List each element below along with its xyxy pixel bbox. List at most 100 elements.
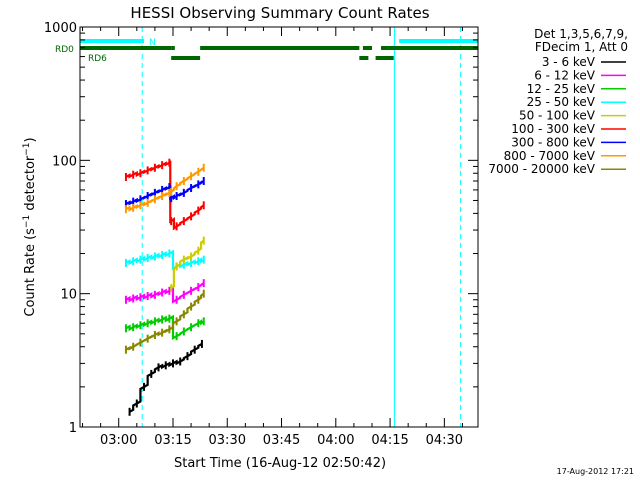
series-1-point-11	[202, 279, 205, 288]
series-1-point-9	[190, 286, 193, 295]
series-7-point-5	[161, 192, 164, 201]
series-5-point-7	[170, 217, 173, 226]
series-7-point-0	[124, 205, 127, 214]
series-line-3	[125, 249, 205, 271]
x-tick-label-6: 04:30	[426, 433, 463, 448]
series-0-point-2	[143, 382, 146, 391]
series-5-point-0	[124, 172, 127, 181]
legend-entry-label-5: 100 - 300 keV	[511, 122, 595, 136]
series-4-point-3	[190, 252, 193, 261]
series-3-point-8	[182, 260, 185, 269]
series-6-point-7	[170, 194, 173, 203]
series-6-point-8	[175, 192, 178, 201]
series-4-point-0	[170, 284, 173, 293]
x-tick-label-1: 03:15	[154, 433, 191, 448]
series-3-point-3	[146, 254, 149, 263]
series-5-point-1	[132, 170, 135, 179]
series-3-point-2	[139, 255, 142, 264]
series-3-point-5	[161, 250, 164, 259]
series-0-point-1	[135, 399, 138, 408]
series-line-4	[170, 239, 205, 290]
series-2-point-0	[124, 324, 127, 333]
series-8-point-0	[124, 345, 127, 354]
series-6-point-10	[190, 184, 193, 193]
series-1-point-4	[153, 290, 156, 299]
series-6-point-1	[132, 197, 135, 206]
series-8-point-8	[182, 310, 185, 319]
series-8-point-11	[202, 289, 205, 298]
legend-entry-label-4: 50 - 100 keV	[519, 109, 596, 123]
series-4-point-1	[175, 262, 178, 271]
series-7-point-10	[190, 172, 193, 181]
series-5-point-5	[161, 161, 164, 170]
series-0-point-8	[186, 352, 189, 361]
series-2-point-2	[139, 321, 142, 330]
series-line-2	[125, 314, 205, 341]
legend-header-line-2: FDecim 1, Att 0	[535, 40, 628, 54]
legend-entry-label-0: 3 - 6 keV	[542, 55, 596, 69]
series-0-point-7	[179, 357, 182, 366]
y-axis-label: Count Rate (s−1 detector−1)	[22, 137, 38, 316]
series-0-point-0	[128, 407, 131, 416]
series-3-point-4	[153, 252, 156, 261]
series-1-point-1	[132, 294, 135, 303]
series-3-point-0	[124, 258, 127, 267]
series-5-point-8	[175, 222, 178, 231]
series-5-point-4	[153, 163, 156, 172]
series-4-point-5	[202, 236, 205, 245]
series-0-point-5	[164, 361, 167, 370]
series-2-point-11	[202, 317, 205, 326]
x-tick-label-0: 03:00	[100, 433, 137, 448]
series-4-point-2	[182, 255, 185, 264]
y-tick-label-3: 1000	[44, 21, 77, 36]
series-8-point-10	[197, 295, 200, 304]
series-4-point-4	[197, 246, 200, 255]
series-7-point-3	[146, 198, 149, 207]
legend-entry-label-3: 25 - 50 keV	[527, 95, 596, 109]
series-7-point-8	[175, 182, 178, 191]
series-2-point-1	[132, 323, 135, 332]
legend-entry-label-1: 6 - 12 keV	[534, 68, 596, 82]
series-6-point-3	[146, 192, 149, 201]
series-6-point-11	[197, 180, 200, 189]
series-7-point-1	[132, 203, 135, 212]
legend-entry-label-8: 7000 - 20000 keV	[488, 162, 595, 176]
series-5-point-3	[146, 166, 149, 175]
series-1-point-2	[139, 293, 142, 302]
legend-header-line-1: Det 1,3,5,6,7,9,	[534, 27, 628, 41]
x-tick-label-3: 03:45	[263, 433, 300, 448]
series-1-point-7	[175, 295, 178, 304]
series-7-point-2	[139, 201, 142, 210]
series-2-point-10	[197, 319, 200, 328]
series-5-point-10	[190, 212, 193, 221]
legend-entry-label-7: 800 - 7000 keV	[504, 149, 596, 163]
series-5-point-11	[197, 206, 200, 215]
series-7-point-7	[170, 187, 173, 196]
y-tick-label-2: 100	[52, 154, 77, 169]
series-2-point-6	[168, 314, 171, 323]
series-3-point-9	[190, 258, 193, 267]
series-8-point-5	[161, 328, 164, 337]
series-7-point-12	[202, 163, 205, 172]
series-6-point-6	[168, 183, 171, 192]
series-line-8	[125, 292, 205, 351]
series-line-1	[125, 282, 205, 304]
legend-entry-label-2: 12 - 25 keV	[527, 82, 596, 96]
series-2-point-5	[161, 315, 164, 324]
series-8-point-6	[168, 325, 171, 334]
series-7-point-4	[153, 195, 156, 204]
series-8-point-9	[190, 302, 193, 311]
series-1-point-0	[124, 295, 127, 304]
series-0-point-4	[157, 363, 160, 372]
series-0-point-9	[193, 345, 196, 354]
chart-title: HESSI Observing Summary Count Rates	[130, 4, 429, 22]
x-tick-label-5: 04:15	[371, 433, 408, 448]
series-8-point-7	[175, 317, 178, 326]
series-3-point-1	[132, 257, 135, 266]
series-8-point-2	[139, 338, 142, 347]
series-1-point-3	[146, 292, 149, 301]
series-3-point-11	[202, 255, 205, 264]
series-0-point-10	[200, 339, 203, 348]
series-3-point-6	[168, 249, 171, 258]
